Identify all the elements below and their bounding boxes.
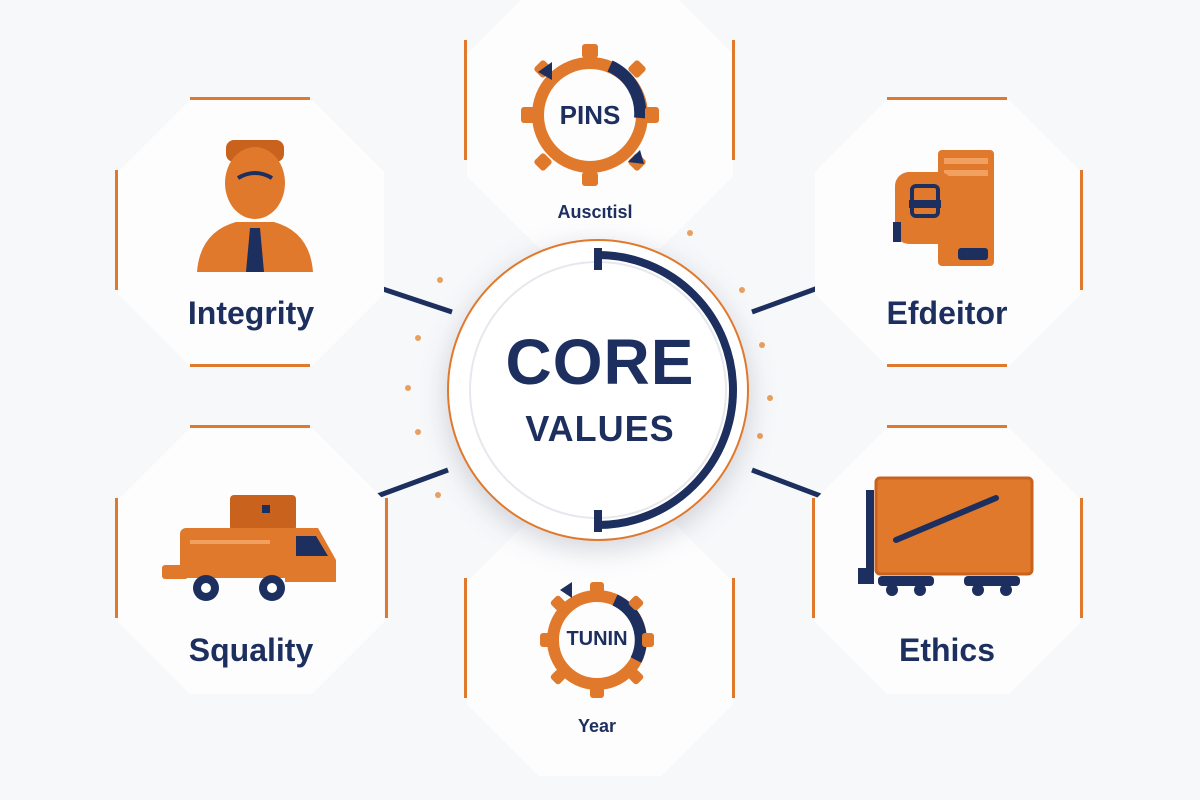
hub-title-values: VALUES [525,408,675,449]
card-accent [464,40,467,160]
card-accent [190,425,310,428]
card-accent [464,578,467,698]
card-accent [190,97,310,100]
card-accent [1080,498,1083,618]
hub-title-core: CORE [505,326,695,398]
card-accent [887,425,1007,428]
card-accent [887,97,1007,100]
card-accent [115,170,118,290]
card-accent [812,498,815,618]
value-label-year: Year [577,716,617,736]
card-accent [190,364,310,367]
value-card-top [467,0,733,248]
value-label-ethics: Ethics [898,632,996,668]
card-accent [732,578,735,698]
connector-lower-right [751,467,827,501]
card-accent [115,498,118,618]
value-label-efdeitor: Efdeitor [886,295,1008,331]
bottom-emblem-text: TUNIN [566,628,628,650]
connector-upper-right [751,285,819,315]
value-label-squality: Squality [188,632,314,668]
card-accent [732,40,735,160]
value-card-year [467,510,733,776]
card-accent [887,364,1007,367]
card-accent [1080,170,1083,290]
connector-upper-left [379,285,453,315]
top-emblem-text: PINS [559,100,621,130]
value-label-top: Ausсıtisl [557,202,633,222]
value-label-integrity: Integrity [187,295,315,331]
card-accent [385,498,388,618]
connector-lower-left [371,467,449,501]
